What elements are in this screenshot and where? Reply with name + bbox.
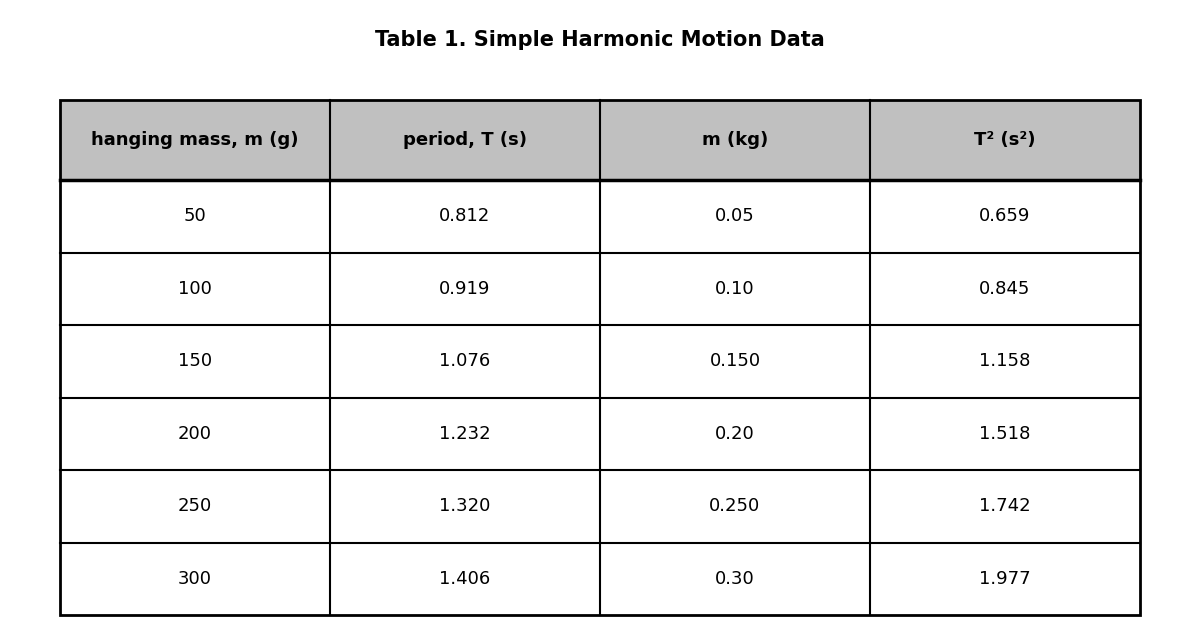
Text: 1.158: 1.158 xyxy=(979,352,1031,370)
Text: 0.150: 0.150 xyxy=(709,352,761,370)
Text: 1.076: 1.076 xyxy=(439,352,491,370)
Bar xyxy=(60,100,1140,615)
Text: Table 1. Simple Harmonic Motion Data: Table 1. Simple Harmonic Motion Data xyxy=(376,30,824,50)
Text: 0.10: 0.10 xyxy=(715,280,755,298)
Text: 0.812: 0.812 xyxy=(439,207,491,225)
Text: 1.232: 1.232 xyxy=(439,425,491,443)
Text: 1.977: 1.977 xyxy=(979,570,1031,588)
Text: period, T (s): period, T (s) xyxy=(403,131,527,149)
Text: 0.05: 0.05 xyxy=(715,207,755,225)
Text: 1.742: 1.742 xyxy=(979,497,1031,515)
Bar xyxy=(60,325,1140,398)
Text: 200: 200 xyxy=(178,425,212,443)
Text: hanging mass, m (g): hanging mass, m (g) xyxy=(91,131,299,149)
Text: 0.919: 0.919 xyxy=(439,280,491,298)
Text: m (kg): m (kg) xyxy=(702,131,768,149)
Bar xyxy=(60,398,1140,470)
Text: 0.250: 0.250 xyxy=(709,497,761,515)
Text: 1.406: 1.406 xyxy=(439,570,491,588)
Text: 0.845: 0.845 xyxy=(979,280,1031,298)
Text: 0.30: 0.30 xyxy=(715,570,755,588)
Text: 250: 250 xyxy=(178,497,212,515)
Bar xyxy=(60,252,1140,325)
Bar xyxy=(60,543,1140,615)
Text: 1.320: 1.320 xyxy=(439,497,491,515)
Text: 100: 100 xyxy=(178,280,212,298)
Bar xyxy=(60,470,1140,543)
Text: 50: 50 xyxy=(184,207,206,225)
Text: T² (s²): T² (s²) xyxy=(974,131,1036,149)
Text: 300: 300 xyxy=(178,570,212,588)
Text: 150: 150 xyxy=(178,352,212,370)
Text: 0.659: 0.659 xyxy=(979,207,1031,225)
Bar xyxy=(60,100,1140,180)
Text: 1.518: 1.518 xyxy=(979,425,1031,443)
Bar xyxy=(60,180,1140,252)
Text: 0.20: 0.20 xyxy=(715,425,755,443)
